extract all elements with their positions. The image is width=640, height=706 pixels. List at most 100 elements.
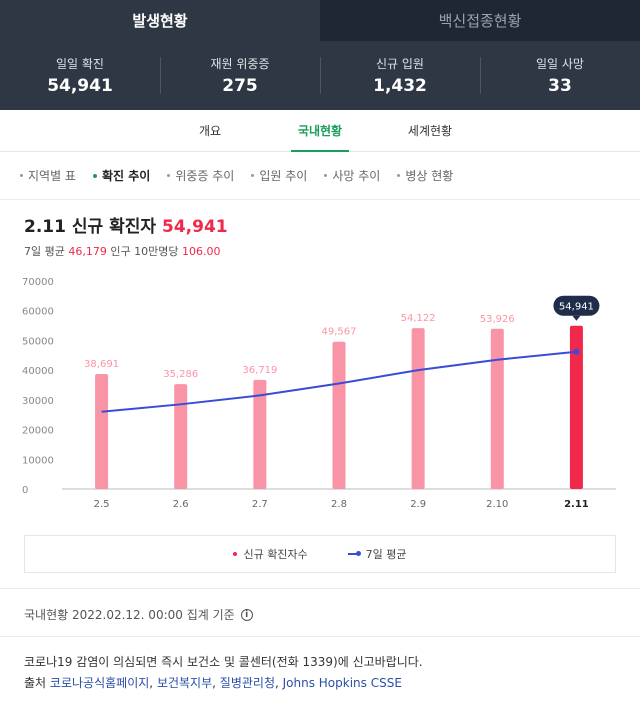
x-tick-label: 2.11 [564,499,589,510]
stat-label: 신규 입원 [376,57,424,71]
source-link-jhu[interactable]: Johns Hopkins CSSE [282,676,402,690]
chart-legend: 신규 확진자수 7일 평균 [24,535,616,573]
stat-value: 275 [222,76,258,96]
tab-outbreak-status[interactable]: 발생현황 [0,0,320,41]
chip-death-trend[interactable]: 사망 추이 [324,167,380,184]
chip-label: 위중증 추이 [175,169,235,183]
y-tick-label: 10000 [22,455,54,466]
timestamp-text: 국내현황 2022.02.12. 00:00 집계 기준 [24,608,235,622]
bar-value-label: 38,691 [84,359,119,370]
source-link-kdca[interactable]: 질병관리청 [219,676,275,690]
stat-new-hospitalized: 신규 입원 1,432 [320,55,480,96]
report-notice: 코로나19 감염이 의심되면 즉시 보건소 및 콜센터(전화 1339)에 신고… [24,655,423,669]
chip-bed-status[interactable]: 병상 현황 [397,167,453,184]
sources-prefix: 출처 [24,676,47,690]
tab-vaccination-status[interactable]: 백신접종현황 [320,0,640,41]
chip-region-table[interactable]: 지역별 표 [20,167,76,184]
stat-value: 33 [548,76,572,96]
x-tick-label: 2.9 [410,499,426,510]
y-tick-label: 40000 [22,366,54,377]
main-tabs: 발생현황 백신접종현황 [0,0,640,41]
y-tick-label: 70000 [22,277,54,288]
bar [332,341,346,489]
bar-value-label: 54,122 [401,313,436,324]
legend-bars[interactable]: 신규 확진자수 [233,546,308,562]
x-tick-label: 2.7 [252,499,268,510]
info-icon[interactable]: i [240,608,253,621]
bullet-icon [251,174,255,177]
chip-label: 병상 현황 [405,169,454,183]
chart-subinfo: 7일 평균 46,179 인구 10만명당 106.00 [24,243,220,259]
chip-label: 확진 추이 [101,169,151,183]
bullet-icon [397,174,401,177]
x-tick-label: 2.8 [331,499,347,510]
y-tick-label: 30000 [22,396,54,407]
stat-label: 일일 확진 [56,57,104,71]
chart-heading: 2.11 신규 확진자 54,941 [24,212,228,237]
heading-value: 54,941 [162,217,228,237]
legend-line[interactable]: 7일 평균 [347,546,407,562]
sub-tabs: 개요 국내현황 세계현황 [0,110,640,152]
legend-line-icon [347,551,361,556]
per-capita-label: 인구 10만명당 [110,245,179,258]
stat-value: 54,941 [47,76,113,96]
line-point [573,348,580,355]
subtab-world[interactable]: 세계현황 [407,124,453,138]
legend-label: 7일 평균 [365,548,407,561]
value-tooltip [553,295,600,316]
x-tick-label: 2.5 [94,499,110,510]
stat-label: 재원 위중증 [210,57,270,71]
bullet-icon [20,174,23,177]
y-tick-label: 60000 [22,307,54,318]
legend-dot-icon [233,552,238,556]
confirmed-cases-chart: 0 10000 20000 30000 40000 50000 60000 70000 38,6… [22,277,616,510]
bullet-icon [324,174,328,177]
bar [253,379,267,489]
heading-date: 2.11 [24,217,66,237]
source-link-ministry[interactable]: 보건복지부 [156,676,213,690]
x-tick-label: 2.10 [486,499,508,510]
view-chips: 지역별 표 확진 추이 위중증 추이 입원 추이 사망 추이 병상 현황 [0,152,640,200]
data-timestamp: 국내현황 2022.02.12. 00:00 집계 기준 i [24,606,253,623]
bar-value-label: 49,567 [322,327,357,338]
subtab-domestic[interactable]: 국내현황 [265,110,375,152]
stat-critical: 재원 위중증 275 [160,55,320,96]
legend-label: 신규 확진자수 [243,548,308,561]
bar [174,384,188,489]
stat-daily-deaths: 일일 사망 33 [480,55,640,96]
bar-value-label: 35,286 [163,369,198,380]
y-tick-label: 0 [22,485,28,496]
chip-confirmed-trend[interactable]: 확진 추이 [92,167,151,184]
divider [0,636,640,637]
stat-value: 1,432 [373,76,427,96]
subtab-overview[interactable]: 개요 [198,124,222,138]
source-link-official-site[interactable]: 코로나공식홈페이지 [49,676,150,690]
chip-label: 사망 추이 [332,169,381,183]
divider [0,588,640,589]
bullet-icon [92,173,97,178]
chip-label: 입원 추이 [259,169,308,183]
bar-value-label: 36,719 [242,365,277,376]
stats-bar: 일일 확진 54,941 재원 위중증 275 신규 입원 1,432 일일 사… [0,41,640,110]
seven-day-average-line [101,350,577,413]
avg-value: 46,179 [68,245,107,258]
sources: 출처 코로나공식홈페이지, 보건복지부, 질병관리청, Johns Hopkin… [24,676,402,690]
chip-critical-trend[interactable]: 위중증 추이 [167,167,234,184]
bar [490,328,504,489]
chip-label: 지역별 표 [28,169,76,183]
bar [569,325,583,489]
tooltip-pointer [572,315,581,321]
stat-daily-confirmed: 일일 확진 54,941 [0,55,160,96]
per-capita-value: 106.00 [181,245,221,258]
bar-value-label: 54,941 [559,302,594,313]
y-tick-label: 20000 [22,426,54,437]
heading-label: 신규 확진자 [71,217,156,237]
bar-value-label: 53,926 [480,314,515,325]
chip-hospital-trend[interactable]: 입원 추이 [251,167,307,184]
y-tick-label: 50000 [22,336,54,347]
bullet-icon [167,174,171,177]
avg-label: 7일 평균 [24,245,65,258]
bar [95,374,109,489]
stat-label: 일일 사망 [536,57,584,71]
x-tick-label: 2.6 [173,499,189,510]
